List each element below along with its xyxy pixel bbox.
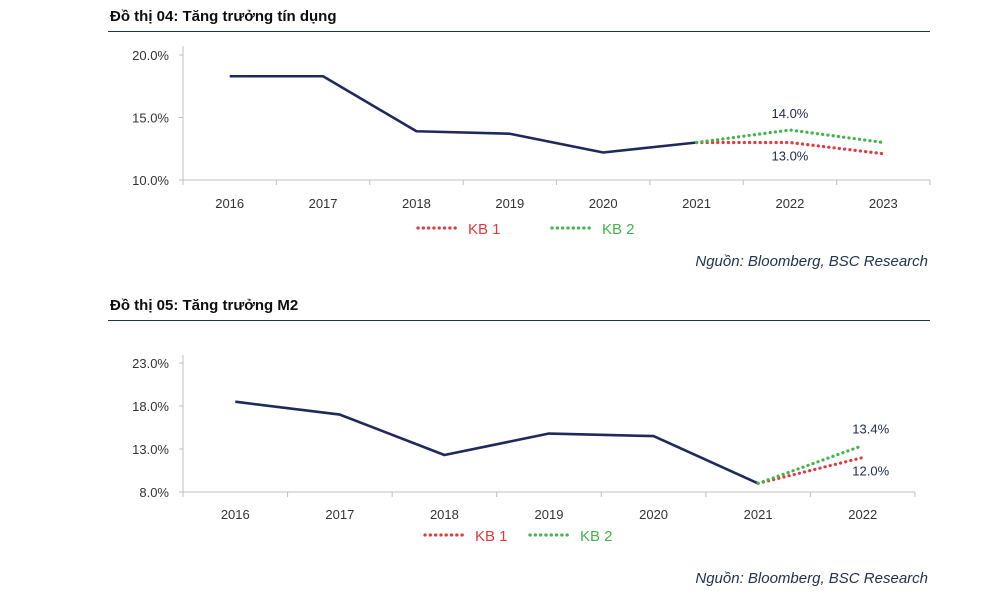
- chart-05-plot: 8.0% 13.0% 18.0% 23.0% 2016 2017 2018 2019 2020 2…: [132, 355, 916, 545]
- y-tick-label: 8.0%: [139, 485, 169, 500]
- x-tick-label: 2022: [775, 196, 804, 211]
- chart-05-source: Nguồn: Bloomberg, BSC Research: [695, 570, 928, 587]
- x-tick-label: 2022: [848, 507, 877, 522]
- x-tick-label: 2020: [589, 196, 618, 211]
- chart-04-title: Đồ thị 04: Tăng trưởng tín dụng: [110, 8, 337, 25]
- x-tick-label: 2019: [495, 196, 524, 211]
- legend-label-kb-2: KB 2: [580, 528, 613, 545]
- y-tick-label: 15.0%: [132, 111, 169, 126]
- legend-label-kb-2: KB 2: [602, 221, 635, 238]
- data-label-kb-2: 14.0%: [772, 106, 809, 121]
- y-tick-label: 10.0%: [132, 173, 169, 188]
- series-line-kb-1: [756, 456, 865, 485]
- x-tick-label: 2018: [402, 196, 431, 211]
- chart-05-title-rule: [108, 320, 930, 321]
- chart-04-source: Nguồn: Bloomberg, BSC Research: [695, 253, 928, 270]
- x-tick-label: 2023: [869, 196, 898, 211]
- legend-label-kb-1: KB 1: [475, 528, 508, 545]
- x-tick-label: 2021: [682, 196, 711, 211]
- x-tick-label: 2016: [221, 507, 250, 522]
- y-tick-label: 20.0%: [132, 48, 169, 63]
- x-tick-label: 2016: [215, 196, 244, 211]
- data-label-kb-2: 13.4%: [852, 422, 889, 437]
- legend-label-kb-1: KB 1: [468, 221, 501, 238]
- chart-04-plot: 10.0% 15.0% 20.0% 2016 2017 2018 2019 2020 2021 2…: [132, 46, 931, 238]
- data-label-kb-1: 12.0%: [852, 464, 889, 479]
- series-line-kb-2: [756, 443, 865, 485]
- series-line-actual: [229, 74, 697, 154]
- chart-04-title-rule: [108, 31, 930, 32]
- y-tick-label: 23.0%: [132, 356, 169, 371]
- series-line-actual: [235, 400, 759, 485]
- x-tick-label: 2020: [639, 507, 668, 522]
- y-tick-label: 18.0%: [132, 399, 169, 414]
- y-tick-label: 13.0%: [132, 442, 169, 457]
- series-line-kb-1: [694, 140, 885, 156]
- x-tick-label: 2021: [744, 507, 773, 522]
- x-tick-label: 2017: [309, 196, 338, 211]
- x-tick-label: 2019: [535, 507, 564, 522]
- data-label-kb-1: 13.0%: [772, 149, 809, 164]
- x-tick-label: 2018: [430, 507, 459, 522]
- series-line-kb-2: [694, 128, 885, 145]
- x-tick-label: 2017: [325, 507, 354, 522]
- chart-05-title: Đồ thị 05: Tăng trưởng M2: [110, 297, 299, 314]
